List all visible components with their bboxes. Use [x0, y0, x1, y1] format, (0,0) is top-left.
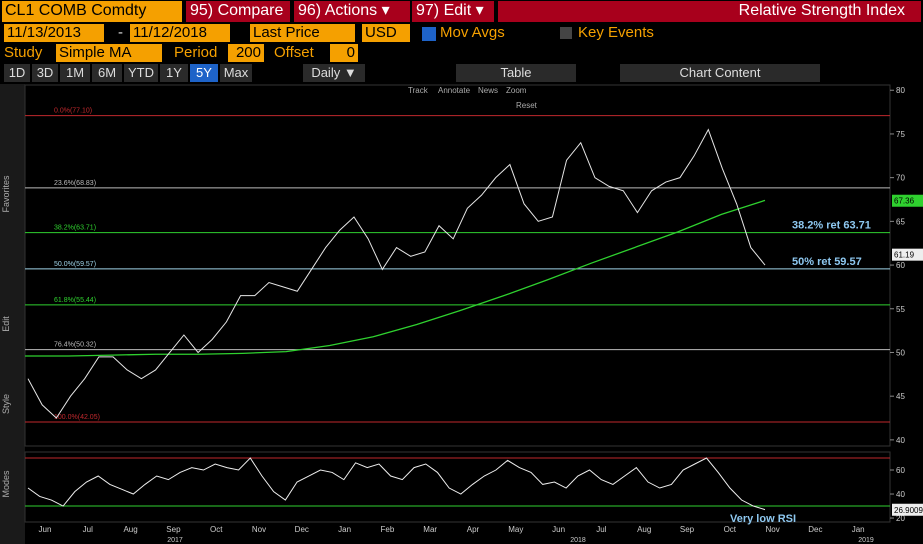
header-button[interactable]: 96) Actions ▾ — [294, 1, 410, 22]
y-tick-label: 60 — [896, 261, 905, 270]
range-button[interactable]: 1M — [60, 64, 90, 82]
header-button[interactable]: 97) Edit ▾ — [412, 1, 494, 22]
y-tick-label: 45 — [896, 392, 905, 401]
side-label: Style — [1, 394, 11, 414]
checkbox[interactable] — [422, 27, 436, 41]
offset[interactable]: 0 — [330, 44, 358, 62]
chart-tool[interactable]: Annotate — [438, 86, 471, 95]
chart-tool[interactable]: News — [478, 86, 498, 95]
range-button[interactable]: 6M — [92, 64, 122, 82]
year-label: 2018 — [570, 537, 586, 544]
fib-label: 76.4%(50.32) — [54, 342, 96, 349]
fib-label: 0.0%(77.10) — [54, 108, 92, 115]
study[interactable]: Simple MA — [56, 44, 162, 62]
table-button[interactable]: Table — [456, 64, 576, 82]
ticker[interactable]: CL1 COMB Comdty — [2, 1, 182, 22]
side-label: Edit — [1, 316, 11, 332]
x-tick-label: Jan — [852, 525, 865, 534]
separator: - — [118, 24, 123, 41]
last-value-box — [892, 248, 923, 261]
x-tick-label: Dec — [295, 525, 309, 534]
year-label: 2017 — [167, 537, 183, 544]
y-tick-label: 70 — [896, 174, 905, 183]
side-label: Modes — [1, 470, 11, 498]
rsi-tick-label: 40 — [896, 490, 905, 499]
chart: Favorites Edit Style Modes Track Annotate News… — [0, 84, 923, 544]
rsi-area — [24, 451, 891, 523]
x-tick-label: Oct — [724, 525, 737, 534]
currency[interactable]: USD — [362, 24, 410, 42]
x-tick-label: Aug — [123, 525, 137, 534]
y-tick-label: 50 — [896, 348, 905, 357]
last-value-box — [892, 503, 923, 516]
y-tick-label: 40 — [896, 436, 905, 445]
y-tick-label: 55 — [896, 305, 905, 314]
x-tick-label: Feb — [381, 525, 395, 534]
reset[interactable]: Reset — [516, 101, 538, 110]
chart-content[interactable]: Chart Content — [620, 64, 820, 82]
offset-label: Offset — [274, 44, 314, 61]
last-value-box — [892, 194, 923, 207]
rsi-tick-label: 20 — [896, 514, 905, 523]
x-tick-label: Jun — [552, 525, 565, 534]
y-tick-label: 65 — [896, 217, 905, 226]
x-tick-label: Aug — [637, 525, 651, 534]
fib-label: 61.8%(55.44) — [54, 297, 96, 304]
x-tick-label: Dec — [808, 525, 822, 534]
x-tick-label: Oct — [210, 525, 223, 534]
fib-label: 38.2%(63.71) — [54, 225, 96, 232]
rsi-line — [27, 457, 766, 511]
x-tick-label: May — [508, 525, 523, 534]
last-value: 67.36 — [894, 197, 915, 206]
side-label: Favorites — [1, 175, 11, 213]
x-tick-label: Jul — [596, 525, 606, 534]
rsi-tick-label: 60 — [896, 466, 905, 475]
x-tick-label: Jan — [338, 525, 351, 534]
mov-avgs[interactable]: Mov Avgs — [440, 24, 505, 41]
plot-area — [24, 84, 891, 447]
x-tick-label: Apr — [467, 525, 480, 534]
range-button[interactable]: 3D — [32, 64, 58, 82]
fib-label: 23.6%(68.83) — [54, 180, 96, 187]
checkbox[interactable] — [560, 27, 572, 39]
chart-tool[interactable]: Track — [408, 86, 429, 95]
function-title: Relative Strength Index — [498, 1, 921, 22]
y-tick-label: 75 — [896, 130, 905, 139]
range-button[interactable]: YTD — [124, 64, 158, 82]
header-button[interactable]: 95) Compare — [186, 1, 290, 22]
last-value: 61.19 — [894, 251, 915, 260]
x-tick-label: Jun — [39, 525, 52, 534]
period[interactable]: 200 — [228, 44, 264, 62]
moving-average — [25, 199, 766, 357]
y-tick-label: 80 — [896, 86, 905, 95]
x-tick-label: Mar — [423, 525, 437, 534]
annotation: 50% ret 59.57 — [792, 256, 862, 268]
field[interactable]: Last Price — [250, 24, 355, 42]
range-button[interactable]: 1D — [4, 64, 30, 82]
study-label: Study — [4, 44, 43, 61]
x-tick-label: Jul — [83, 525, 93, 534]
range-button[interactable]: 5Y — [190, 64, 218, 82]
fib-label: 50.0%(59.57) — [54, 261, 96, 268]
fib-label: 100.0%(42.05) — [54, 414, 100, 421]
key-events[interactable]: Key Events — [578, 24, 654, 41]
rsi-annotation: Very low RSI — [730, 513, 796, 525]
range-button[interactable]: Max — [220, 64, 252, 82]
x-tick-label: Nov — [252, 525, 266, 534]
year-label: 2019 — [858, 537, 874, 544]
last-value: 26.9009 — [894, 506, 923, 515]
price-line — [27, 128, 766, 419]
start-date[interactable]: 11/13/2013 — [4, 24, 104, 42]
range-button[interactable]: 1Y — [160, 64, 188, 82]
period-label: Period — [174, 44, 218, 61]
x-tick-label: Sep — [166, 525, 181, 534]
sidebar — [0, 84, 25, 544]
chart-tool[interactable]: Zoom — [506, 86, 527, 95]
frequency[interactable]: Daily ▼ — [303, 64, 365, 82]
x-tick-label: Nov — [765, 525, 779, 534]
annotation: 38.2% ret 63.71 — [792, 220, 871, 232]
x-tick-label: Sep — [680, 525, 695, 534]
end-date[interactable]: 11/12/2018 — [130, 24, 230, 42]
